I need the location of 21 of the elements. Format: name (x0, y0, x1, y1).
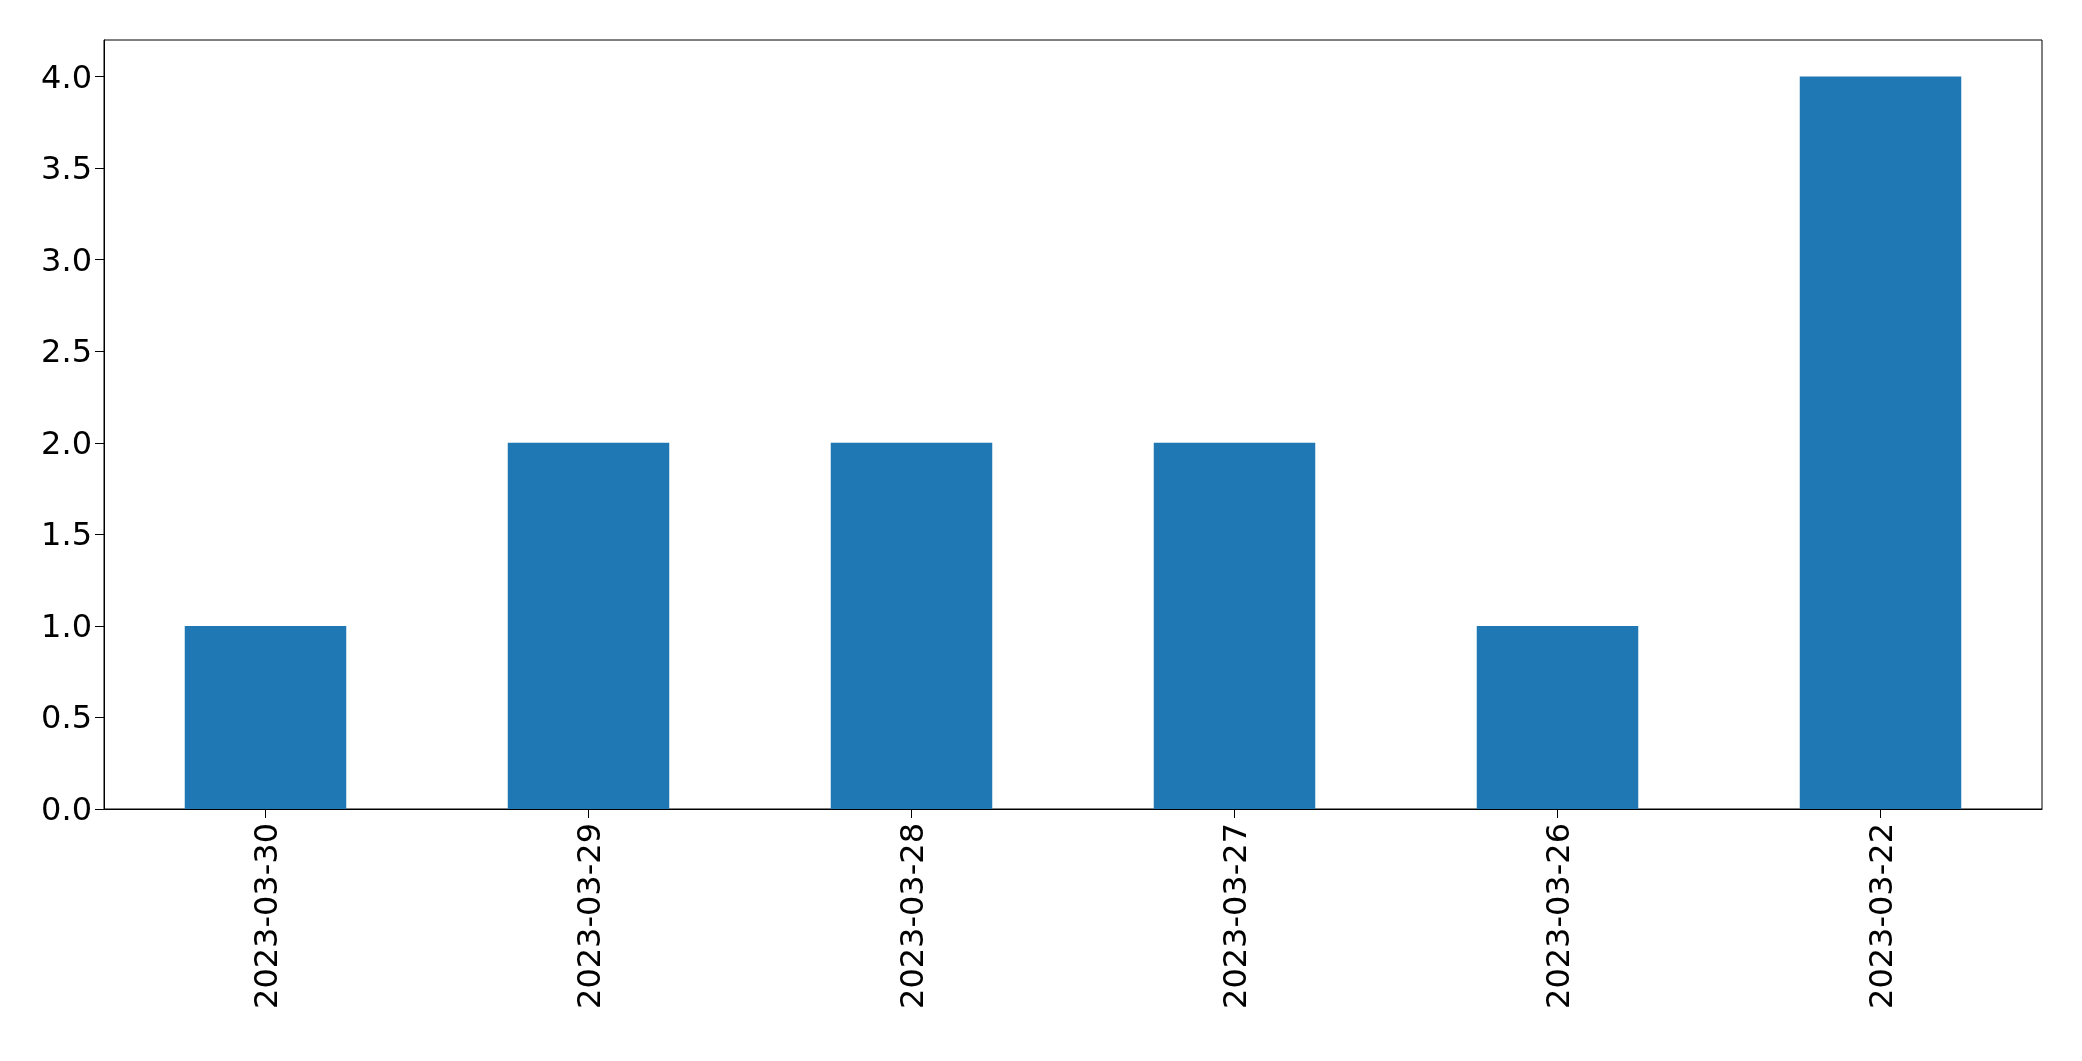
y-tick-label: 3.5 (41, 149, 92, 188)
bar (830, 442, 993, 809)
y-tick-label: 2.0 (41, 423, 92, 462)
y-tick-label: 2.5 (41, 332, 92, 371)
bar (1799, 76, 1962, 809)
y-tick-label: 3.0 (41, 240, 92, 279)
y-tick-label: 1.5 (41, 515, 92, 554)
x-tick-label: 2023-03-27 (1215, 823, 1254, 1009)
x-tick-label: 2023-03-22 (1861, 823, 1900, 1009)
y-tick-label: 0.0 (41, 790, 92, 828)
x-tick-label: 2023-03-30 (246, 823, 285, 1009)
y-tick-label: 4.0 (41, 57, 92, 96)
x-tick-label: 2023-03-28 (892, 823, 931, 1009)
bar (184, 625, 347, 809)
bar (1153, 442, 1316, 809)
bar (507, 442, 670, 809)
y-tick-label: 1.0 (41, 606, 92, 645)
y-tick-label: 0.5 (41, 698, 92, 737)
x-tick-label: 2023-03-26 (1538, 823, 1577, 1009)
x-tick-label: 2023-03-29 (569, 823, 608, 1009)
bar (1476, 625, 1639, 809)
